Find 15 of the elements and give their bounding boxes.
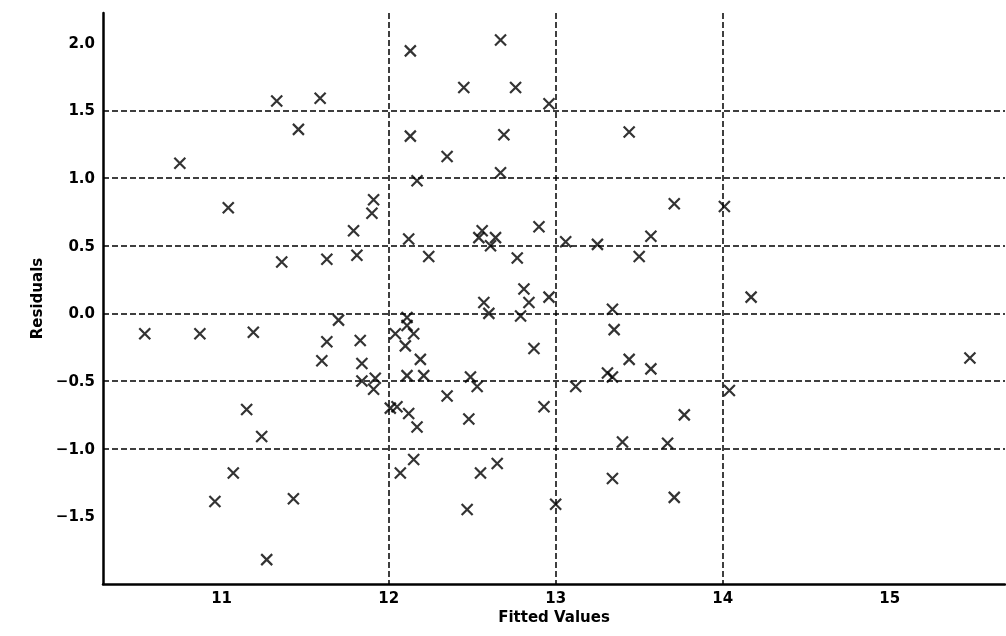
y-axis-title: Residuals	[28, 257, 47, 340]
y-tick-label: 0.5	[68, 236, 95, 255]
y-tick-label: −0.5	[55, 372, 95, 391]
y-tick-label: −1.0	[55, 439, 95, 458]
y-tick-label: 1.5	[68, 101, 95, 120]
x-tick-label: 15	[879, 588, 901, 607]
y-tick-label: −1.5	[55, 507, 95, 526]
x-tick-label: 11	[211, 588, 233, 607]
y-tick-label: 2.0	[68, 33, 95, 52]
x-tick-label: 12	[378, 588, 400, 607]
y-tick-label: 0.0	[68, 304, 95, 323]
x-tick-label: 14	[712, 588, 734, 607]
x-tick-label: 13	[545, 588, 567, 607]
y-tick-label: 1.0	[68, 169, 95, 188]
x-axis-title: Fitted Values	[498, 608, 610, 627]
